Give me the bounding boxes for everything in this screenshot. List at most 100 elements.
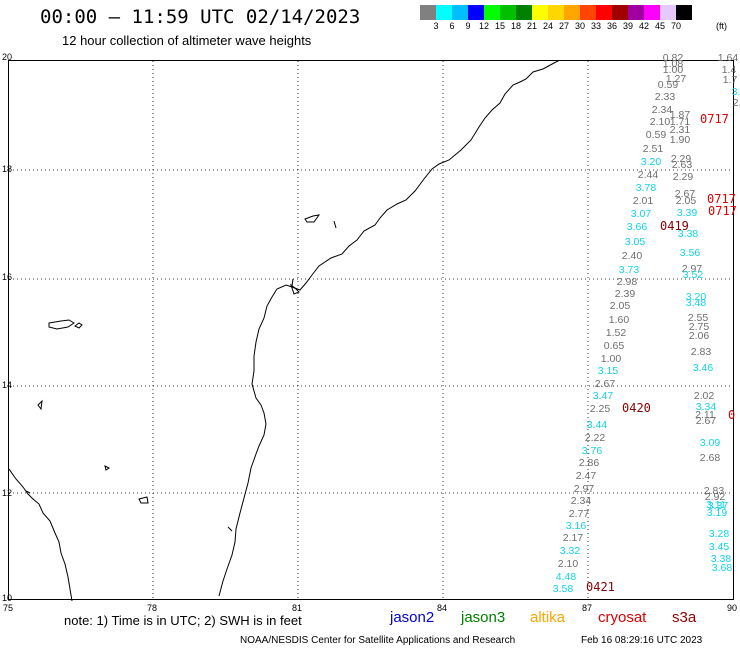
color-swatch [436,5,452,20]
footer-note: note: 1) Time is in UTC; 2) SWH is in fe… [64,613,302,628]
wave-height-value: 2.67 [674,188,696,200]
color-swatch [548,5,564,20]
wave-height-value: 1.00 [600,353,622,365]
color-scale-label: 70 [670,21,682,31]
sat-legend-altika: altika [530,609,566,626]
lon-tick: 75 [2,603,14,613]
wave-height-value: 3.45 [708,541,730,553]
wave-height-value: 2.55 [687,312,709,324]
color-scale-unit: (ft) [716,21,727,31]
wave-height-value: 2.98 [616,276,638,288]
wave-height-value: 0.82 [662,52,684,64]
wave-height-value: 3.47 [592,390,614,402]
color-scale-label: 6 [449,21,455,31]
color-swatch [468,5,484,20]
lat-tick: 10 [2,593,13,603]
wave-height-value: 3.58 [552,583,574,595]
wave-height-value: 2.11 [695,409,715,421]
wave-height-value: 2.34 [651,104,673,116]
wave-height-value: 2. [732,97,740,109]
lat-tick: 20 [2,52,13,62]
wave-height-value: 2.29 [672,171,694,183]
color-scale-label: 15 [494,21,506,31]
color-swatch [484,5,500,20]
color-swatch [564,5,580,20]
wave-height-value: 2.06 [688,330,710,342]
wave-height-value: 2.40 [621,250,643,262]
sat-legend-jason2: jason2 [390,609,435,626]
wave-height-value: 1.64 [717,52,739,64]
lon-tick: 78 [146,603,158,613]
lon-tick: 87 [581,603,593,613]
wave-height-value: 3.56 [679,247,701,259]
color-swatch [420,5,436,20]
wave-height-value: 2.86 [578,457,600,469]
wave-height-value: 2.97 [681,263,703,275]
lat-tick: 14 [2,380,13,390]
wave-height-value: 3.76 [581,445,603,457]
wave-height-value: 2.67 [594,378,616,390]
wave-height-value: 1.00 [662,64,684,76]
wave-height-value: 3.52 [682,269,704,281]
wave-height-value: 2.39 [614,288,636,300]
wave-height-value: 3.48 [685,297,707,309]
wave-height-value: 1.27 [665,73,687,85]
color-swatch [676,5,692,20]
timestamp-text: Feb 16 08:29:16 UTC 2023 [581,635,703,646]
pass-time-label: 0 [728,408,736,422]
credit-text: NOAA/NESDIS Center for Satellite Applica… [240,635,516,646]
page-title: 00:00 — 11:59 UTC 02/14/2023 [40,6,361,28]
wave-height-value: 1.87 [669,109,691,121]
color-scale-label: 30 [574,21,586,31]
wave-height-value: 3.32 [559,545,581,557]
color-scale-label: 9 [465,21,471,31]
wave-height-value: 3.34 [695,401,717,413]
lon-tick: 81 [291,603,303,613]
wave-height-value: 1.71 [669,116,691,128]
wave-height-value: 3.68 [711,562,733,574]
wave-height-value: 1.52 [605,327,627,339]
pass-time-label: 0420 [622,401,651,415]
wave-height-value: 2.33 [654,91,676,103]
sat-legend-jason3: jason3 [461,609,506,626]
wave-height-value: 3. [731,86,740,98]
wave-height-value: 3.46 [692,362,714,374]
sat-legend-cryosat: cryosat [598,609,647,626]
wave-height-value: 2.05 [675,195,697,207]
wave-height-value: 3.38 [710,553,732,565]
color-scale-bar [420,5,692,20]
color-scale-label: 21 [526,21,538,31]
color-swatch [644,5,660,20]
wave-height-value: 2.97 [573,483,595,495]
wave-height-value: 3.38 [677,228,699,240]
wave-height-value: 2.22 [584,432,606,444]
wave-height-value: 2.51 [642,143,664,155]
map-frame [8,58,735,602]
wave-height-value: 2.25 [589,403,611,415]
wave-height-value: 2.10 [649,116,671,128]
pass-time-label: 0421 [586,580,615,594]
wave-height-value: 2.92 [704,491,726,503]
wave-height-value: 3.37 [707,500,729,512]
color-scale-label: 45 [654,21,666,31]
color-swatch [596,5,612,20]
lat-tick: 18 [2,164,13,174]
wave-height-value: 3.73 [618,264,640,276]
wave-height-value: 2.83 [690,346,712,358]
pass-time-label: 0419 [660,219,689,233]
color-swatch [500,5,516,20]
color-scale-label: 27 [558,21,570,31]
grid-lines [9,61,735,601]
wave-height-value: 2.17 [562,532,584,544]
wave-height-value: 1.7 [722,74,738,86]
color-scale-label: 3 [433,21,439,31]
color-scale-label: 33 [590,21,602,31]
wave-height-value: 2.44 [637,169,659,181]
wave-height-value: 3.09 [699,437,721,449]
wave-height-value: 1.60 [608,314,630,326]
lon-tick: 90 [726,603,738,613]
color-swatch [660,5,676,20]
sat-legend-s3a: s3a [672,609,697,626]
wave-height-value: 3.05 [624,236,646,248]
